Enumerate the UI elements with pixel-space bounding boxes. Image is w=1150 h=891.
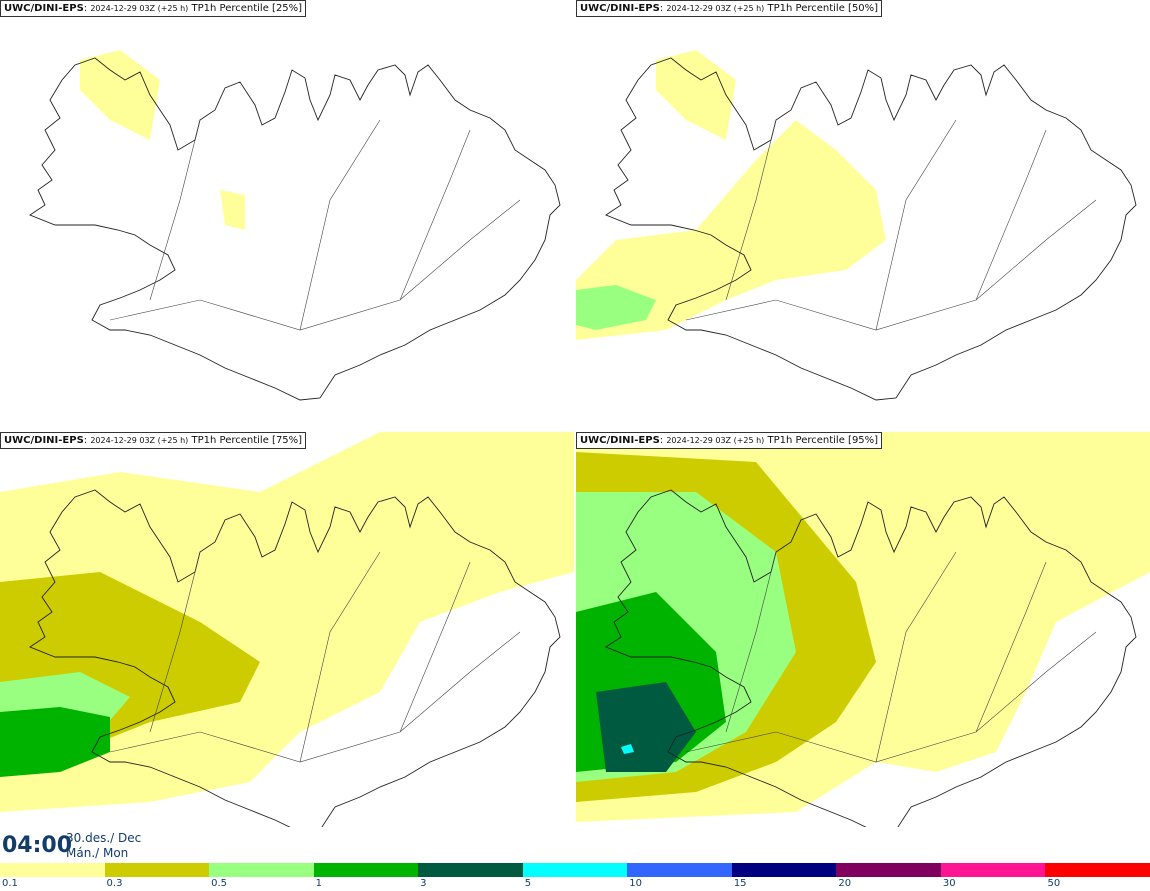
legend-tick-label: 0.5 xyxy=(211,878,227,889)
panel-title: UWC/DINI-EPS: 2024-12-29 03Z (+25 h) TP1… xyxy=(0,432,307,449)
legend-tick-label: 50 xyxy=(1047,878,1061,889)
iceland-map xyxy=(0,432,574,833)
legend-swatch xyxy=(0,863,105,877)
panel-title: UWC/DINI-EPS: 2024-12-29 03Z (+25 h) TP1… xyxy=(576,432,883,449)
legend-tick-label: 30 xyxy=(942,878,956,889)
legend-tick-label: 0.3 xyxy=(106,878,123,889)
coastline xyxy=(605,57,1137,401)
valid-time: 04:00 xyxy=(2,833,73,858)
road-line xyxy=(299,551,381,763)
footer: 04:00 30.des./ Dec Mán./ Mon 0.1 0.3 0.5 1 3… xyxy=(0,827,1150,891)
legend-swatch xyxy=(731,863,837,877)
legend-swatch xyxy=(522,863,628,877)
road-line xyxy=(149,119,201,301)
map-panel-75: UWC/DINI-EPS: 2024-12-29 03Z (+25 h) TP1… xyxy=(0,432,574,848)
valid-weekday: Mán./ Mon xyxy=(66,846,129,860)
precipitation-area xyxy=(0,707,110,777)
legend-tick-label: 1 xyxy=(315,878,322,889)
map-panel-25: UWC/DINI-EPS: 2024-12-29 03Z (+25 h) TP1… xyxy=(0,0,574,416)
map-panel-95: UWC/DINI-EPS: 2024-12-29 03Z (+25 h) TP1… xyxy=(576,432,1150,848)
road-line xyxy=(875,119,957,331)
legend-swatch xyxy=(209,863,314,877)
road-line xyxy=(399,129,471,301)
road-line xyxy=(975,129,1047,301)
coastline xyxy=(29,57,561,401)
legend-swatch xyxy=(627,863,732,877)
iceland-map xyxy=(576,50,1137,401)
precipitation-area xyxy=(220,190,245,230)
precipitation-area xyxy=(576,120,886,340)
coastline xyxy=(605,489,1137,833)
valid-date: 30.des./ Dec xyxy=(66,831,142,845)
legend-swatch xyxy=(836,863,941,877)
legend-tick-label: 10 xyxy=(629,878,642,889)
panel-title: UWC/DINI-EPS: 2024-12-29 03Z (+25 h) TP1… xyxy=(0,0,307,17)
precipitation-area xyxy=(80,50,160,140)
road-line xyxy=(299,119,381,331)
legend-swatch xyxy=(313,863,419,877)
legend-swatch xyxy=(104,863,210,877)
iceland-map xyxy=(576,432,1150,833)
road-line xyxy=(875,551,957,763)
legend-tick-label: 3 xyxy=(420,878,427,889)
road-line xyxy=(109,199,521,331)
coastline xyxy=(29,489,561,833)
precipitation-area xyxy=(596,682,696,772)
legend-swatch xyxy=(1045,863,1150,877)
color-legend xyxy=(0,863,1150,877)
legend-tick-label: 20 xyxy=(838,878,852,889)
iceland-map xyxy=(29,50,561,401)
legend-tick-label: 15 xyxy=(733,878,747,889)
legend-tick-label: 0.1 xyxy=(2,878,18,889)
road-line xyxy=(725,551,777,733)
panel-title: UWC/DINI-EPS: 2024-12-29 03Z (+25 h) TP1… xyxy=(576,0,883,17)
precipitation-area xyxy=(656,50,736,140)
road-line xyxy=(685,199,1097,331)
road-line xyxy=(685,631,1097,763)
legend-swatch xyxy=(418,863,523,877)
road-line xyxy=(975,561,1047,733)
road-line xyxy=(109,631,521,763)
map-panel-50: UWC/DINI-EPS: 2024-12-29 03Z (+25 h) TP1… xyxy=(576,0,1150,416)
legend-tick-label: 5 xyxy=(524,878,532,889)
legend-swatch xyxy=(940,863,1046,877)
road-line xyxy=(725,119,777,301)
road-line xyxy=(399,561,471,733)
precipitation-area xyxy=(576,285,656,330)
precipitation-area xyxy=(621,744,634,754)
road-line xyxy=(149,551,201,733)
